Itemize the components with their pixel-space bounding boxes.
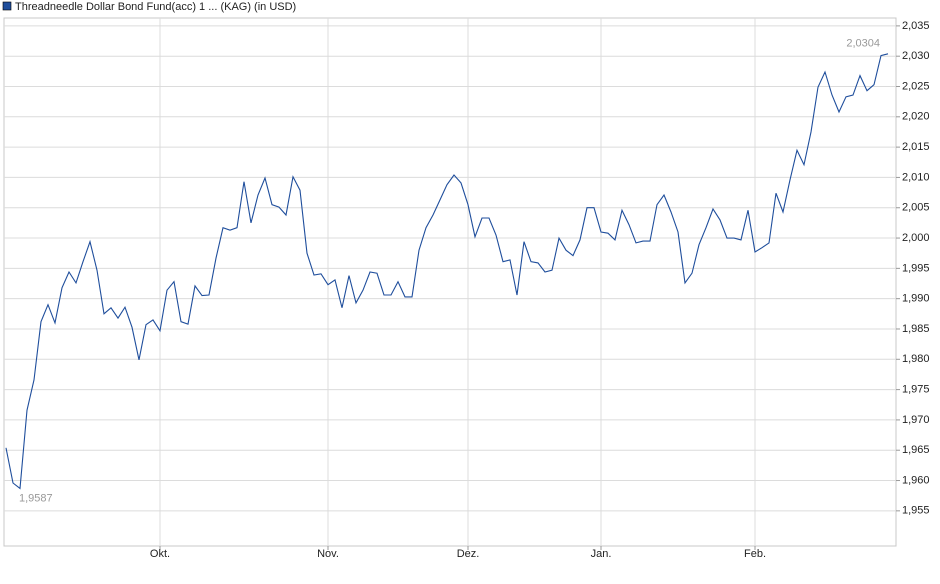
y-tick-label: 1,965 (902, 444, 930, 456)
y-tick-label: 1,960 (902, 474, 930, 486)
y-tick-label: 2,035 (902, 20, 930, 32)
y-tick-label: 2,020 (902, 111, 930, 123)
y-tick-label: 1,955 (902, 505, 930, 517)
y-tick-label: 2,005 (902, 202, 930, 214)
plot-frame (3, 17, 897, 547)
value-label: 1,9587 (19, 492, 53, 504)
y-tick-label: 1,975 (902, 384, 930, 396)
y-tick-label: 2,030 (902, 50, 930, 62)
x-tick-label: Okt. (150, 548, 170, 560)
y-tick-label: 1,985 (902, 323, 930, 335)
y-tick-label: 1,980 (902, 353, 930, 365)
y-tick-label: 2,025 (902, 80, 930, 92)
x-tick-label: Nov. (317, 548, 339, 560)
series-line (5, 53, 889, 490)
legend-swatch (2, 1, 12, 11)
y-tick-label: 1,970 (902, 414, 930, 426)
y-tick-label: 2,000 (902, 232, 930, 244)
x-tick-label: Jan. (591, 548, 612, 560)
legend-label: Threadneedle Dollar Bond Fund(acc) 1 ...… (15, 1, 296, 13)
y-tick-label: 1,990 (902, 293, 930, 305)
y-tick-label: 2,015 (902, 141, 930, 153)
x-tick-label: Dez. (457, 548, 480, 560)
x-tick-label: Feb. (744, 548, 766, 560)
value-label: 2,0304 (846, 38, 880, 50)
y-tick-label: 1,995 (902, 262, 930, 274)
y-tick-label: 2,010 (902, 171, 930, 183)
